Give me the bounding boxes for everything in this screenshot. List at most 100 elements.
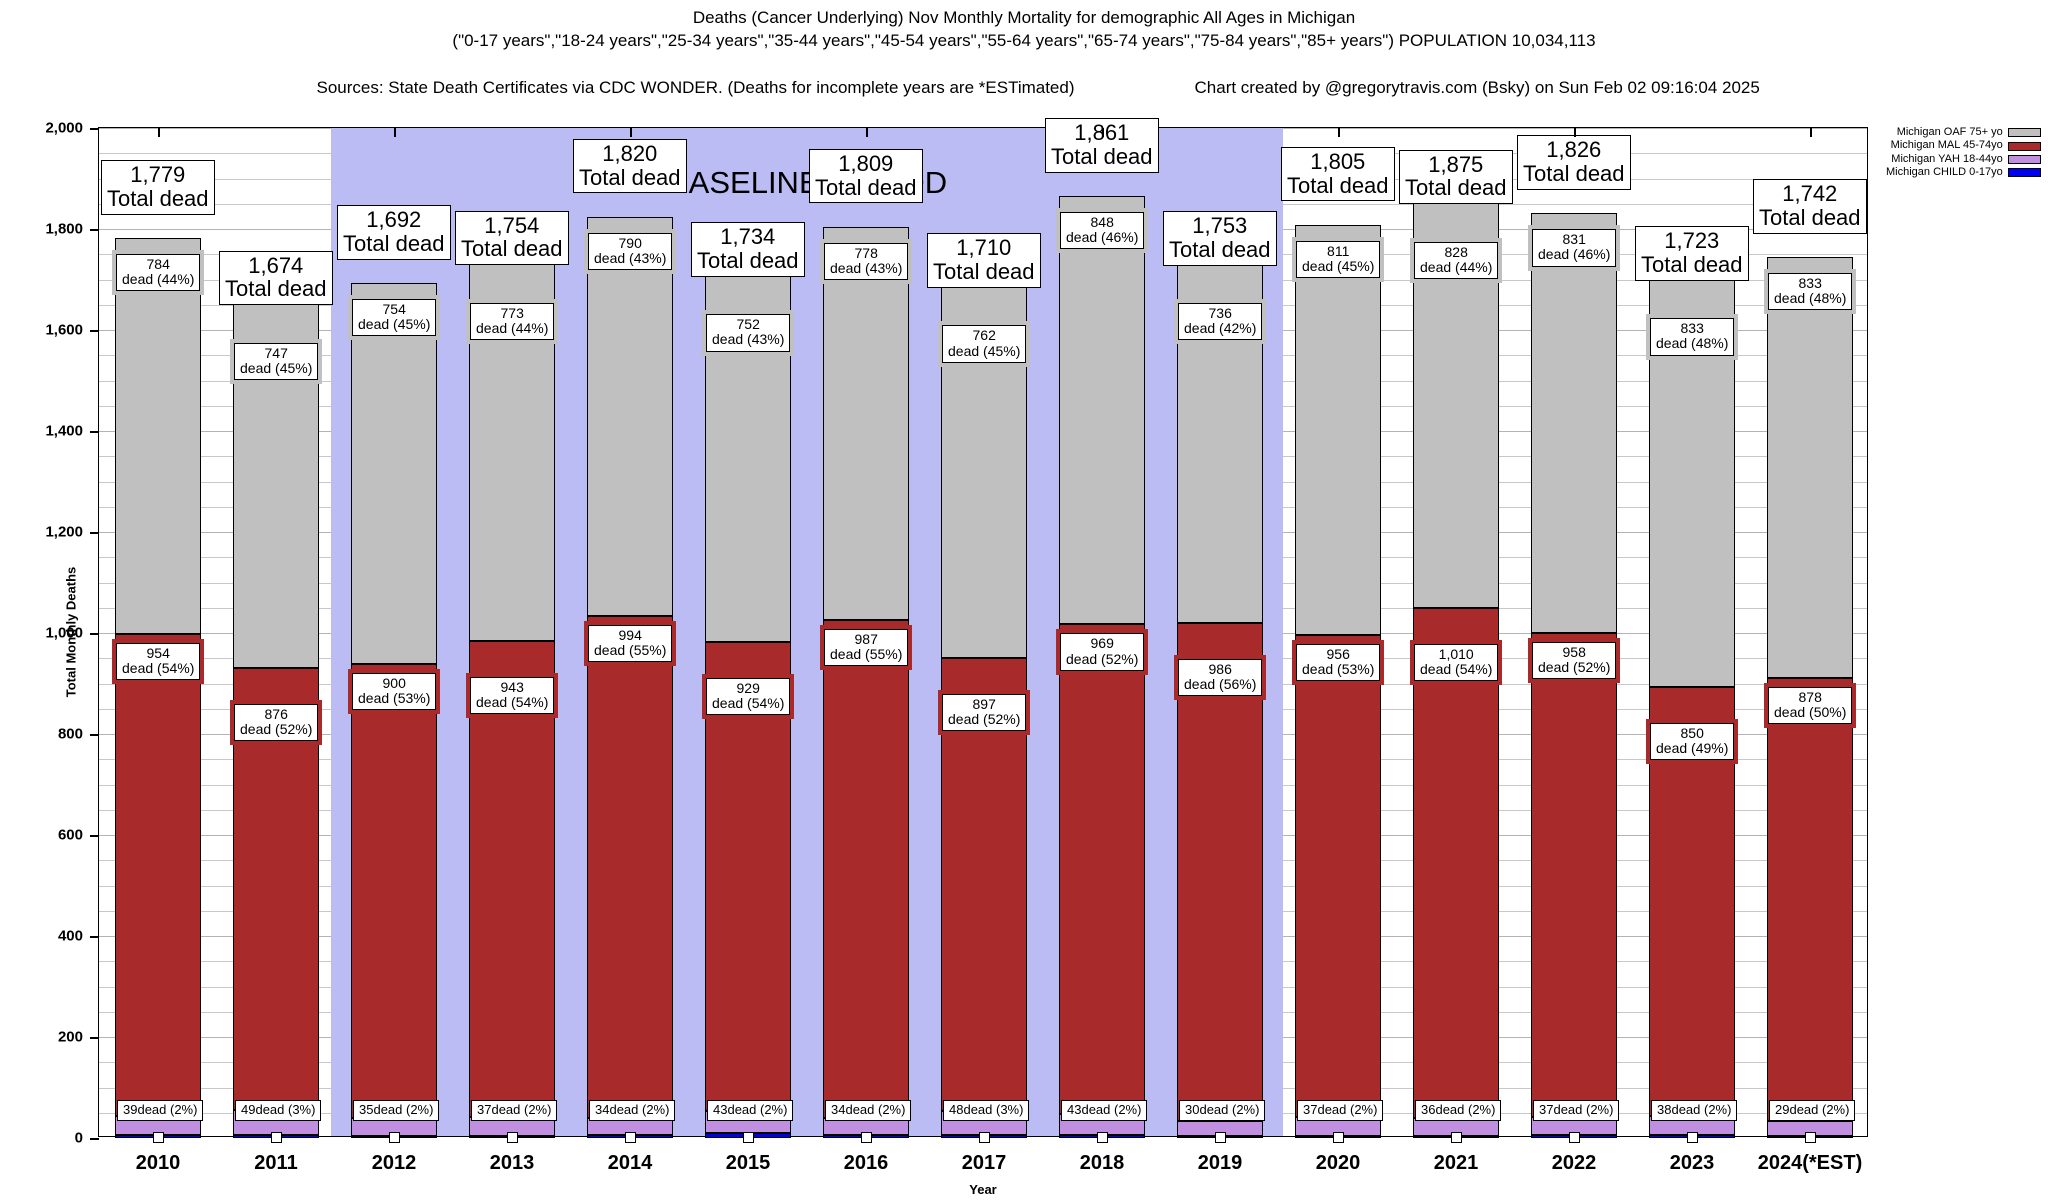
bar-segment-mal-2018: [1059, 624, 1145, 1114]
total-callout-2016-caption: Total dead: [815, 174, 917, 200]
y-axis-tick-mark: [90, 330, 99, 332]
y-axis-tick-label: 600: [57, 826, 83, 844]
legend-swatch-icon: [2007, 141, 2041, 151]
yah-callout-2023-value: 38: [1657, 1102, 1672, 1117]
mal-callout-2018-caption: dead (52%): [1066, 650, 1139, 667]
plot-area: BASELINE PERIOD 1,779 Total dead 784 dead (…: [45, 118, 1868, 1174]
chart-credit-text: Chart created by @gregorytravis.com (Bsk…: [1194, 78, 1760, 98]
child-marker-2024(*EST): [1805, 1132, 1816, 1143]
mal-callout-2022-caption: dead (52%): [1538, 659, 1611, 676]
total-callout-2016: 1,809 Total dead: [809, 148, 923, 204]
oaf-callout-2010-value: 784: [146, 256, 170, 273]
total-callout-2018: 1,861Total dead: [1045, 118, 1159, 173]
mal-callout-2011: 876 dead (52%): [229, 699, 323, 746]
y-axis-tick-label: 200: [57, 1028, 83, 1046]
total-callout-2021-caption: Total dead: [1405, 175, 1507, 201]
child-marker-2012: [389, 1132, 400, 1143]
total-callout-2017: 1,710 Total dead: [927, 233, 1041, 288]
yah-callout-2021-caption: dead (2%): [1435, 1102, 1496, 1117]
mal-callout-2019: 986 dead (56%): [1173, 654, 1267, 701]
x-axis-tick-label-2014: 2014: [607, 1152, 653, 1174]
bar-segment-mal-2024(*EST): [1767, 677, 1853, 1122]
yah-callout-2011-caption: dead (3%): [255, 1102, 316, 1117]
y-axis-tick-label: 1,000: [45, 624, 83, 642]
oaf-callout-2022-value: 831: [1562, 231, 1586, 248]
y-axis-tick-mark: [90, 1138, 99, 1140]
total-callout-2013-value: 1,754: [484, 212, 540, 238]
yah-callout-2019-value: 30: [1185, 1102, 1200, 1117]
oaf-callout-2011: 747 dead (45%): [229, 338, 323, 384]
total-callout-2010: 1,779 Total dead: [101, 160, 215, 215]
bar-segment-oaf-2018: [1059, 196, 1145, 625]
child-marker-2013: [507, 1132, 518, 1143]
yah-callout-2012: 35dead (2%): [353, 1100, 440, 1122]
yah-callout-2016-value: 34: [831, 1102, 846, 1117]
yah-callout-2014-value: 34: [595, 1102, 610, 1117]
total-callout-2012: 1,692 Total dead: [337, 205, 451, 260]
oaf-callout-2014: 790 dead (43%): [583, 228, 677, 275]
x-axis-tick-mark: [1338, 128, 1340, 137]
chart-title-line-3: Sources: State Death Certificates via CD…: [0, 53, 2048, 123]
yah-callout-2024(*EST)-caption: dead (2%): [1789, 1102, 1850, 1117]
chart-title-line-1: Deaths (Cancer Underlying) Nov Monthly M…: [692, 8, 1356, 27]
total-callout-2023: 1,723 Total dead: [1635, 226, 1749, 281]
child-marker-2022: [1569, 1132, 1580, 1143]
legend-item-label: Michigan CHILD 0-17yo: [1886, 166, 2003, 179]
yah-callout-2018-value: 43: [1067, 1102, 1082, 1117]
yah-callout-2013: 37dead (2%): [471, 1100, 558, 1122]
yah-callout-2016: 34dead (2%): [825, 1100, 912, 1122]
oaf-callout-2013: 773 dead (44%): [465, 298, 559, 344]
x-axis-tick-mark: [1102, 128, 1104, 137]
oaf-callout-2019: 736 dead (42%): [1173, 299, 1267, 345]
total-callout-2014: 1,820 Total dead: [573, 138, 687, 194]
yah-callout-2017-value: 48: [949, 1102, 964, 1117]
bar-segment-oaf-2022: [1531, 213, 1617, 633]
oaf-callout-2020-caption: dead (45%): [1302, 258, 1375, 275]
total-callout-2014-value: 1,820: [602, 140, 658, 166]
child-marker-2016: [861, 1132, 872, 1143]
mal-callout-2019-value: 986: [1208, 660, 1232, 677]
total-callout-2023-value: 1,723: [1664, 228, 1720, 254]
yah-callout-2017-caption: dead (3%): [963, 1102, 1024, 1117]
mal-callout-2023-value: 850: [1680, 725, 1704, 742]
mal-callout-2022: 958 dead (52%): [1527, 637, 1621, 684]
total-callout-2011: 1,674 Total dead: [219, 250, 333, 306]
y-axis-tick-label: 2,000: [45, 119, 83, 137]
total-callout-2019: 1,753 Total dead: [1163, 211, 1277, 266]
total-callout-2014-caption: Total dead: [579, 164, 681, 190]
yah-callout-2015-caption: dead (2%): [727, 1102, 788, 1117]
yah-callout-2023: 38dead (2%): [1651, 1100, 1738, 1122]
bar-segment-oaf-2012: [351, 283, 437, 664]
bar-segment-mal-2015: [705, 642, 791, 1112]
oaf-callout-2018-caption: dead (46%): [1066, 229, 1139, 246]
oaf-callout-2021: 828 dead (44%): [1409, 237, 1503, 283]
yah-callout-2010-caption: dead (2%): [137, 1102, 198, 1117]
child-marker-2018: [1097, 1132, 1108, 1143]
total-callout-2021: 1,875 Total dead: [1399, 149, 1513, 205]
oaf-callout-2014-value: 790: [618, 234, 642, 251]
child-marker-2020: [1333, 1132, 1344, 1143]
chart-title-line-2: ("0-17 years","18-24 years","25-34 years…: [452, 31, 1596, 51]
oaf-callout-2014-caption: dead (43%): [594, 249, 667, 266]
yah-callout-2018: 43dead (2%): [1061, 1100, 1148, 1122]
oaf-callout-2011-caption: dead (45%): [240, 359, 313, 376]
oaf-callout-2016: 778 dead (43%): [819, 238, 913, 285]
x-axis-tick-label-2022: 2022: [1551, 1152, 1597, 1174]
x-axis-tick-label-2023: 2023: [1669, 1152, 1715, 1174]
y-axis-tick-mark: [90, 229, 99, 231]
legend-item-label: Michigan YAH 18-44yo: [1891, 152, 2003, 165]
oaf-callout-2022-caption: dead (46%): [1538, 246, 1611, 263]
x-axis-tick-label-2010: 2010: [135, 1152, 181, 1174]
oaf-callout-2023-caption: dead (48%): [1656, 335, 1729, 352]
bar-segment-mal-2010: [115, 634, 201, 1116]
mal-callout-2011-caption: dead (52%): [240, 720, 313, 737]
mal-callout-2011-value: 876: [264, 705, 288, 722]
mal-callout-2016: 987 dead (55%): [819, 624, 913, 671]
child-marker-2021: [1451, 1132, 1462, 1143]
total-callout-2010-caption: Total dead: [107, 185, 209, 211]
mal-callout-2014-caption: dead (55%): [594, 641, 667, 658]
oaf-callout-2018: 848 dead (46%): [1055, 208, 1149, 254]
total-callout-2015: 1,734 Total dead: [691, 222, 805, 277]
yah-callout-2014: 34dead (2%): [589, 1100, 676, 1122]
child-marker-2015: [743, 1132, 754, 1143]
